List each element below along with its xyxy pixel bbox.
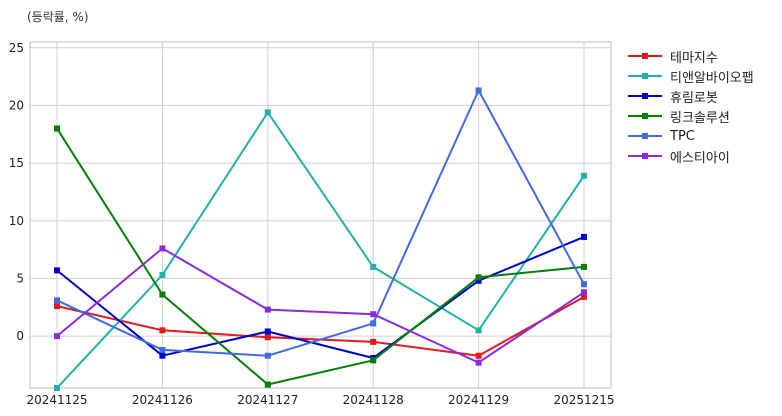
data-point (264, 328, 271, 335)
axes (29, 41, 612, 389)
data-point (159, 352, 166, 359)
x-tick-label: 20241126 (132, 393, 193, 407)
data-point (54, 297, 60, 304)
data-point (54, 385, 60, 391)
data-point (264, 306, 271, 313)
legend-swatch-marker (642, 93, 648, 99)
legend-item: 휴림로봇 (628, 86, 754, 106)
y-tick-label: 0 (16, 329, 24, 343)
data-point (475, 327, 482, 334)
data-point (370, 263, 377, 270)
data-point (475, 352, 482, 359)
series-line-5 (56, 89, 585, 357)
y-tick-label: 10 (9, 214, 24, 228)
data-point (159, 291, 166, 298)
y-unit-label: (등락률, %) (27, 10, 89, 24)
data-point (54, 333, 60, 340)
data-point (159, 327, 166, 334)
legend-swatch (628, 89, 662, 103)
x-tick-label: 20241129 (448, 393, 509, 407)
legend-label: 링크솔루션 (670, 110, 730, 126)
data-point (54, 267, 60, 274)
legend-swatch (628, 149, 662, 163)
legend-swatch-marker (642, 133, 648, 139)
legend-item: 에스티아이 (628, 146, 754, 166)
data-point (370, 338, 377, 345)
legend-label: 테마지수 (670, 50, 718, 66)
data-point (581, 293, 587, 300)
data-point (581, 281, 587, 288)
legend-swatch-marker (642, 113, 648, 119)
legend-item: 테마지수 (628, 46, 754, 66)
ticks: 0 5 10 15 20 25 20241125 20241126 20241127 202411… (9, 41, 615, 407)
data-point (581, 289, 587, 296)
legend-swatch-marker (642, 153, 648, 159)
legend-swatch (628, 69, 662, 83)
legend-swatch-marker (642, 73, 648, 79)
grid (30, 42, 611, 388)
data-point (475, 277, 482, 284)
legend-item: 링크솔루션 (628, 106, 754, 126)
legend-swatch (628, 49, 662, 63)
series-line-1 (56, 296, 585, 357)
y-tick-label: 20 (9, 98, 24, 112)
y-tick-label: 5 (16, 271, 24, 285)
data-point (159, 346, 166, 353)
data-point (581, 172, 587, 179)
x-tick-label: 20241128 (343, 393, 404, 407)
series-group (54, 87, 587, 391)
data-point (581, 263, 587, 270)
data-point (370, 357, 377, 364)
x-tick-label: 20251215 (553, 393, 614, 407)
legend-label: 휴림로봇 (670, 90, 718, 106)
data-point (475, 87, 482, 94)
legend-label: TPC (670, 128, 695, 144)
data-point (475, 359, 482, 366)
legend-swatch (628, 129, 662, 143)
data-point (264, 381, 271, 388)
legend-swatch (628, 109, 662, 123)
x-tick-label: 20241127 (237, 393, 298, 407)
data-point (370, 311, 377, 318)
data-point (264, 334, 271, 341)
data-point (54, 303, 60, 310)
plot-frame (29, 41, 612, 389)
data-point (159, 245, 166, 252)
legend-item: 티앤알바이오팹 (628, 66, 754, 86)
legend-label: 티앤알바이오팹 (670, 70, 754, 86)
data-point (370, 320, 377, 327)
data-point (264, 109, 271, 116)
legend-label: 에스티아이 (670, 150, 730, 166)
legend-item: TPC (628, 126, 754, 146)
series-line-6 (56, 247, 585, 364)
data-point (475, 274, 482, 281)
y-tick-label: 15 (9, 156, 24, 170)
y-tick-label: 25 (9, 41, 24, 55)
legend-swatch-marker (642, 53, 648, 59)
data-point (159, 271, 166, 278)
data-point (54, 125, 60, 132)
series-line-2 (56, 111, 585, 389)
x-tick-label: 20241125 (26, 393, 87, 407)
data-point (581, 233, 587, 240)
series-line-4 (56, 127, 585, 386)
data-point (264, 352, 271, 359)
